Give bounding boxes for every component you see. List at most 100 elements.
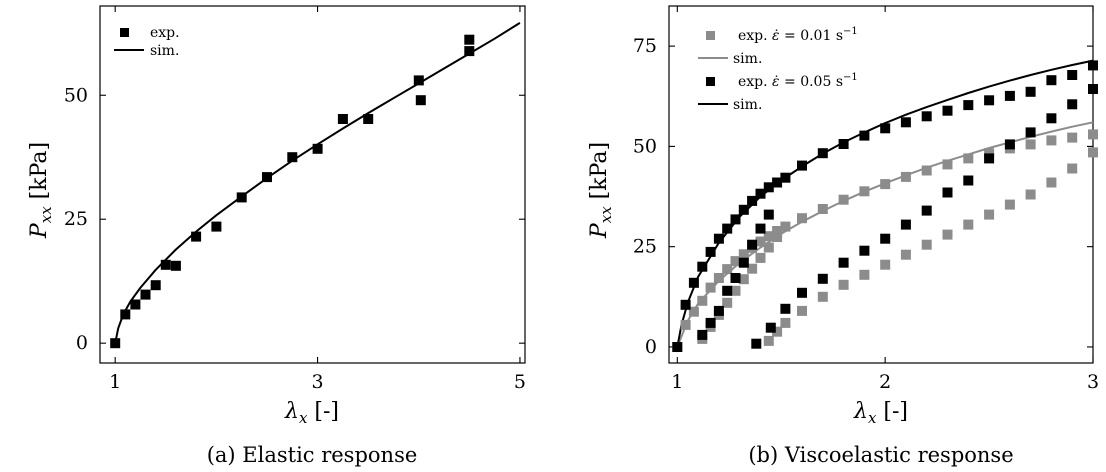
legend-exp-label: exp. xyxy=(150,25,180,41)
exp-data-point xyxy=(984,148,995,159)
y-tick-label: 25 xyxy=(64,208,88,230)
exp-data-point xyxy=(713,305,724,316)
panel-a-caption: (a) Elastic response xyxy=(207,443,418,467)
exp-data-point xyxy=(900,117,911,128)
exp-data-point xyxy=(772,326,783,337)
panel-b-exp-series xyxy=(672,60,1098,352)
exp-data-point xyxy=(747,263,758,274)
panel-b-xlabel: λx [-] xyxy=(853,399,908,427)
exp-data-point xyxy=(921,205,932,216)
legend-exp-marker xyxy=(120,28,129,37)
exp-data-point xyxy=(722,297,733,308)
y-tick-label: 50 xyxy=(633,135,657,157)
exp-data-point xyxy=(859,186,870,197)
exp-data-point xyxy=(688,277,699,288)
exp-data-point xyxy=(859,130,870,141)
panel-a-sim-series xyxy=(114,22,521,344)
exp-data-point xyxy=(921,165,932,176)
x-tick-label: 3 xyxy=(1087,371,1099,393)
exp-data-point xyxy=(900,249,911,260)
exp-data-point xyxy=(921,239,932,250)
panel-b-legend: exp. ε̇ = 0.01 s−1 sim. exp. ε̇ = 0.05 s… xyxy=(698,26,858,113)
panel-a-xlabel: λx [-] xyxy=(284,399,339,427)
exp-data-point xyxy=(287,152,298,163)
exp-data-point xyxy=(1004,199,1015,210)
exp-data-point xyxy=(1046,177,1057,188)
exp-data-point xyxy=(747,195,758,206)
exp-data-point xyxy=(150,280,161,291)
exp-data-point xyxy=(755,252,766,263)
exp-data-point xyxy=(1046,135,1057,146)
exp-data-point xyxy=(140,289,151,300)
exp-data-point xyxy=(730,273,741,283)
exp-data-point xyxy=(730,256,741,267)
exp-data-point xyxy=(942,105,953,116)
exp-data-point xyxy=(817,273,828,284)
exp-data-point xyxy=(942,159,953,170)
exp-data-point xyxy=(1067,132,1078,143)
exp-data-point xyxy=(763,231,774,242)
exp-data-point xyxy=(160,259,171,270)
y-tick-label: 25 xyxy=(633,236,657,258)
exp-data-point xyxy=(337,114,348,124)
exp-data-point xyxy=(236,192,247,203)
panel-b-ylabel: Pxx [kPa] xyxy=(587,142,615,239)
exp-data-point xyxy=(1088,60,1098,71)
exp-data-point xyxy=(730,285,741,296)
exp-data-point xyxy=(859,269,870,280)
exp-data-point xyxy=(730,214,741,225)
y-tick-label: 75 xyxy=(633,35,657,57)
exp-data-point xyxy=(170,260,181,271)
exp-data-point xyxy=(880,123,891,134)
exp-data-point xyxy=(859,245,870,256)
panel-a-exp-series xyxy=(110,34,475,349)
exp-data-point xyxy=(1004,90,1015,101)
exp-data-point xyxy=(817,204,828,214)
exp-data-point xyxy=(763,209,774,220)
exp-data-point xyxy=(780,317,791,328)
legend-fast-exp-marker xyxy=(706,77,715,86)
exp-data-point xyxy=(1067,99,1078,110)
exp-data-point xyxy=(738,257,749,268)
exp-data-point xyxy=(697,261,708,272)
exp-data-point xyxy=(797,213,807,224)
exp-data-point xyxy=(963,175,974,186)
exp-data-point xyxy=(880,259,891,270)
exp-data-point xyxy=(705,282,716,293)
exp-data-point xyxy=(191,231,202,242)
exp-data-point xyxy=(942,229,953,240)
exp-data-point xyxy=(738,249,749,260)
panel-a-frame xyxy=(99,5,526,364)
exp-data-point xyxy=(1025,139,1036,150)
exp-data-point xyxy=(963,219,974,230)
panel-b-frame xyxy=(668,5,1094,364)
exp-data-point xyxy=(1088,84,1098,94)
exp-data-point xyxy=(1025,127,1036,138)
legend-sim-label: sim. xyxy=(150,43,179,59)
exp-data-point xyxy=(211,221,222,232)
exp-data-point xyxy=(722,264,733,275)
y-tick-label: 0 xyxy=(76,332,88,354)
exp-data-point xyxy=(984,209,995,220)
exp-data-point xyxy=(1088,147,1098,158)
exp-data-point xyxy=(413,75,424,86)
legend-slow-exp-label: exp. ε̇ = 0.01 s−1 xyxy=(738,26,858,44)
exp-data-point xyxy=(464,34,475,45)
exp-data-point xyxy=(817,291,828,302)
exp-data-point xyxy=(262,172,272,183)
exp-data-point xyxy=(738,274,749,285)
exp-data-point xyxy=(838,194,849,205)
exp-data-point xyxy=(680,319,691,330)
exp-data-point xyxy=(697,295,708,306)
exp-data-point xyxy=(880,233,891,244)
exp-data-point xyxy=(763,335,774,346)
exp-data-point xyxy=(763,242,774,253)
sim-line-series-1 xyxy=(114,22,521,344)
exp-data-point xyxy=(755,236,766,247)
exp-data-point xyxy=(963,153,974,164)
legend-fast-sim-label: sim. xyxy=(733,97,762,113)
panel-b-caption: (b) Viscoelastic response xyxy=(748,443,1013,467)
exp-data-point xyxy=(705,246,716,257)
